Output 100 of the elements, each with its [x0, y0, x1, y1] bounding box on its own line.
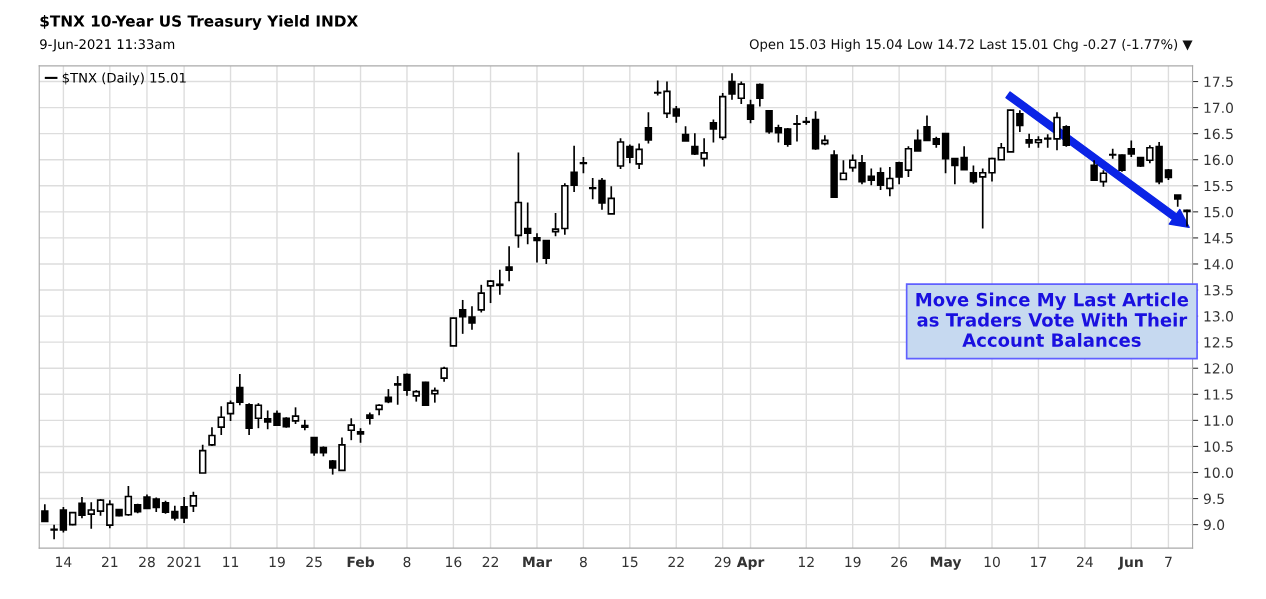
y-tick-label: 10.5: [1204, 441, 1233, 452]
candlestick: [208, 426, 216, 447]
candlestick: [198, 444, 207, 474]
candlestick: [653, 79, 662, 97]
candlestick: [598, 177, 606, 211]
x-tick-label: May: [930, 556, 962, 570]
candlestick: [1108, 147, 1117, 160]
candlestick: [421, 380, 430, 407]
candlestick: [124, 485, 133, 517]
candlestick: [245, 402, 253, 436]
y-tick-label: 11.0: [1204, 415, 1233, 426]
x-tick-label: 22: [482, 556, 498, 567]
x-tick-label: 25: [306, 556, 322, 568]
y-tick-label: 10.0: [1204, 467, 1233, 478]
y-tick-label: 12.5: [1204, 337, 1233, 348]
x-tick-label: 19: [845, 556, 861, 568]
y-tick-label: 13.5: [1204, 285, 1233, 296]
candlestick: [1183, 208, 1191, 228]
x-tick-label: 19: [269, 556, 285, 568]
candlestick: [542, 239, 550, 265]
x-tick-label: 28: [139, 556, 155, 568]
x-tick-label: 2021: [167, 556, 201, 568]
candlestick: [969, 164, 978, 185]
candlestick: [347, 417, 355, 442]
x-tick-label: 16: [446, 556, 462, 568]
legend-label: $TNX (Daily) 15.01: [62, 72, 186, 86]
candlestick: [226, 399, 235, 422]
x-tick-label: 14: [56, 556, 72, 567]
chart-title: $TNX 10-Year US Treasury Yield INDX: [40, 14, 358, 30]
candlestick: [728, 72, 736, 101]
x-tick-label: 17: [1031, 556, 1047, 567]
candlestick: [709, 118, 718, 144]
x-tick-label: 22: [668, 556, 684, 567]
candlestick: [886, 166, 894, 198]
x-tick-label: Feb: [347, 556, 375, 568]
text: Open 15.03 High 15.04 Low 14.72 Last 15.01 Chg -0.27 (-1.77%) ▼: [749, 38, 1193, 52]
candlestick: [393, 375, 402, 406]
candlestick: [616, 137, 625, 170]
candlestick: [458, 299, 467, 335]
candlestick: [746, 98, 755, 125]
candlestick: [505, 245, 513, 283]
y-tick-label: 11.5: [1204, 389, 1233, 400]
candlestick: [644, 111, 653, 145]
y-tick-label: 17.5: [1204, 76, 1233, 87]
candlestick: [533, 232, 541, 264]
x-tick-label: Mar: [523, 556, 552, 568]
candlestick: [486, 279, 495, 304]
candlestick: [1016, 109, 1024, 133]
candlestick: [1090, 159, 1098, 182]
annotation: Move Since My Last Article as Traders Vote With Their Account Balances: [916, 292, 1189, 347]
x-tick-label: 8: [579, 556, 587, 568]
y-tick-label: 9.0: [1203, 519, 1225, 531]
x-tick-label: Apr: [736, 556, 765, 570]
candlestick: [263, 409, 272, 431]
x-tick-label: 8: [403, 556, 411, 568]
candlestick: [87, 501, 95, 530]
candlestick: [403, 372, 411, 397]
candlestick: [904, 145, 913, 178]
x-tick-label: 15: [622, 556, 638, 568]
candlestick: [858, 154, 866, 186]
candlestick: [468, 305, 476, 331]
x-tick-label: Jun: [1118, 556, 1143, 570]
candlestick: [59, 506, 68, 534]
candlestick: [978, 167, 987, 230]
x-tick-label: 11: [223, 556, 239, 567]
x-tick-label: 7: [1165, 556, 1172, 567]
candlestick: [588, 177, 597, 201]
x-tick-label: 10: [984, 556, 1000, 568]
candlestick: [523, 201, 532, 246]
candlestick: [310, 436, 318, 457]
y-tick-label: 14.0: [1204, 258, 1233, 270]
chart-subtitle: 9-Jun-2021 11:33am: [40, 39, 175, 52]
candlestick: [50, 523, 58, 541]
candlestick: [1043, 133, 1052, 149]
candlestick: [876, 166, 885, 191]
candlestick: [765, 109, 773, 135]
y-tick-label: 16.5: [1204, 128, 1233, 140]
candlestick: [1053, 111, 1061, 152]
candlestick: [793, 114, 801, 143]
candlestick: [663, 80, 671, 119]
x-tick-label: 29: [714, 556, 731, 568]
candlestick: [477, 283, 485, 314]
candlestick: [1062, 124, 1070, 148]
candlestick: [217, 405, 225, 436]
y-tick-label: 9.5: [1203, 493, 1224, 505]
y-tick-label: 13.0: [1204, 311, 1233, 322]
candlestick: [551, 212, 560, 238]
x-tick-label: 12: [798, 556, 814, 567]
candlestick: [607, 185, 615, 215]
candlestick: [913, 128, 922, 152]
y-tick-label: 16.0: [1204, 154, 1233, 166]
candlestick: [496, 268, 504, 296]
y-tick-label: 15.5: [1204, 180, 1233, 192]
candlestick: [189, 490, 198, 513]
x-tick-label: 26: [891, 556, 908, 568]
candlestick: [78, 496, 86, 520]
candlestick: [802, 116, 810, 126]
y-tick-label: 12.0: [1204, 363, 1233, 374]
x-tick-label: 21: [102, 556, 118, 567]
candlestick: [254, 402, 263, 430]
